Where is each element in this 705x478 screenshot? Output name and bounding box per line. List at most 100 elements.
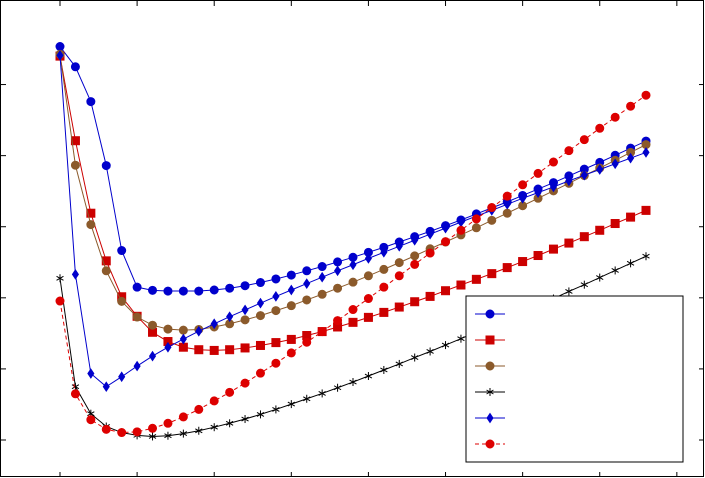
data-point <box>225 283 235 293</box>
data-point <box>240 343 250 353</box>
data-point <box>579 135 589 145</box>
data-point <box>410 297 420 307</box>
data-point <box>348 277 358 287</box>
data-point <box>595 123 605 133</box>
data-point <box>178 325 188 335</box>
legend-marker <box>485 439 495 449</box>
data-point <box>425 248 435 258</box>
data-point <box>611 266 619 275</box>
data-point <box>86 97 96 107</box>
data-point <box>334 265 342 277</box>
data-point <box>271 274 281 284</box>
data-point <box>70 389 80 399</box>
data-point <box>519 192 527 204</box>
data-point <box>333 257 343 267</box>
legend-marker <box>485 309 495 319</box>
data-point <box>101 161 111 171</box>
data-point <box>163 286 173 296</box>
legend-entry <box>475 388 505 396</box>
data-point <box>502 191 512 201</box>
data-point <box>194 286 204 296</box>
data-point <box>132 427 142 437</box>
data-point <box>101 424 111 434</box>
data-point <box>70 62 80 72</box>
data-point <box>410 251 420 261</box>
data-point <box>303 394 311 403</box>
data-point <box>456 225 466 235</box>
data-point <box>363 312 373 322</box>
data-point <box>148 320 158 330</box>
data-point <box>317 327 327 337</box>
data-point <box>117 246 127 256</box>
data-point <box>441 237 451 247</box>
data-point <box>379 264 389 274</box>
data-point <box>487 203 497 213</box>
data-point <box>333 283 343 293</box>
legend-marker <box>486 412 494 424</box>
data-point <box>195 426 203 435</box>
data-point <box>225 345 235 355</box>
data-point <box>87 368 95 379</box>
legend-entry <box>475 439 505 449</box>
data-point <box>179 333 187 345</box>
data-point <box>209 396 219 406</box>
data-point <box>533 251 543 261</box>
data-point <box>456 280 466 290</box>
data-point <box>395 240 403 252</box>
data-point <box>256 410 265 419</box>
data-point <box>610 219 620 229</box>
legend-entry <box>475 309 505 319</box>
data-point <box>565 287 573 296</box>
legend-entry <box>475 361 505 371</box>
data-point <box>379 307 389 317</box>
data-point <box>70 136 80 146</box>
data-point <box>303 278 311 289</box>
data-point <box>255 311 265 321</box>
data-point <box>487 269 497 279</box>
data-point <box>411 234 419 246</box>
data-point <box>179 429 188 438</box>
data-point <box>626 212 636 222</box>
data-point <box>441 222 450 234</box>
data-point <box>518 257 528 267</box>
data-point <box>642 147 650 158</box>
legend-marker <box>485 335 495 345</box>
data-point <box>271 358 281 368</box>
data-point <box>626 101 636 111</box>
data-point <box>425 291 435 301</box>
series-2 <box>55 51 651 355</box>
data-point <box>471 223 481 233</box>
data-point <box>487 215 497 225</box>
data-point <box>241 415 249 424</box>
data-point <box>533 168 543 178</box>
data-point <box>363 271 373 281</box>
data-point <box>641 205 651 215</box>
data-point <box>457 334 465 343</box>
data-point <box>256 297 265 309</box>
data-point <box>596 273 604 282</box>
data-point <box>471 214 481 224</box>
data-point <box>148 432 157 441</box>
data-point <box>610 112 620 122</box>
data-point <box>441 286 451 296</box>
data-point <box>394 271 404 281</box>
data-point <box>627 152 635 164</box>
data-point <box>302 295 312 305</box>
data-point <box>426 347 434 356</box>
data-point <box>70 160 80 170</box>
data-point <box>580 169 588 181</box>
data-point <box>148 285 158 295</box>
data-point <box>225 387 235 397</box>
data-point <box>133 360 141 372</box>
data-point <box>71 269 79 280</box>
data-point <box>642 252 650 261</box>
data-point <box>611 158 619 170</box>
data-point <box>318 389 326 398</box>
data-point <box>410 353 419 362</box>
data-point <box>194 345 204 355</box>
data-point <box>164 341 172 353</box>
data-point <box>580 280 589 289</box>
data-point <box>502 263 512 273</box>
